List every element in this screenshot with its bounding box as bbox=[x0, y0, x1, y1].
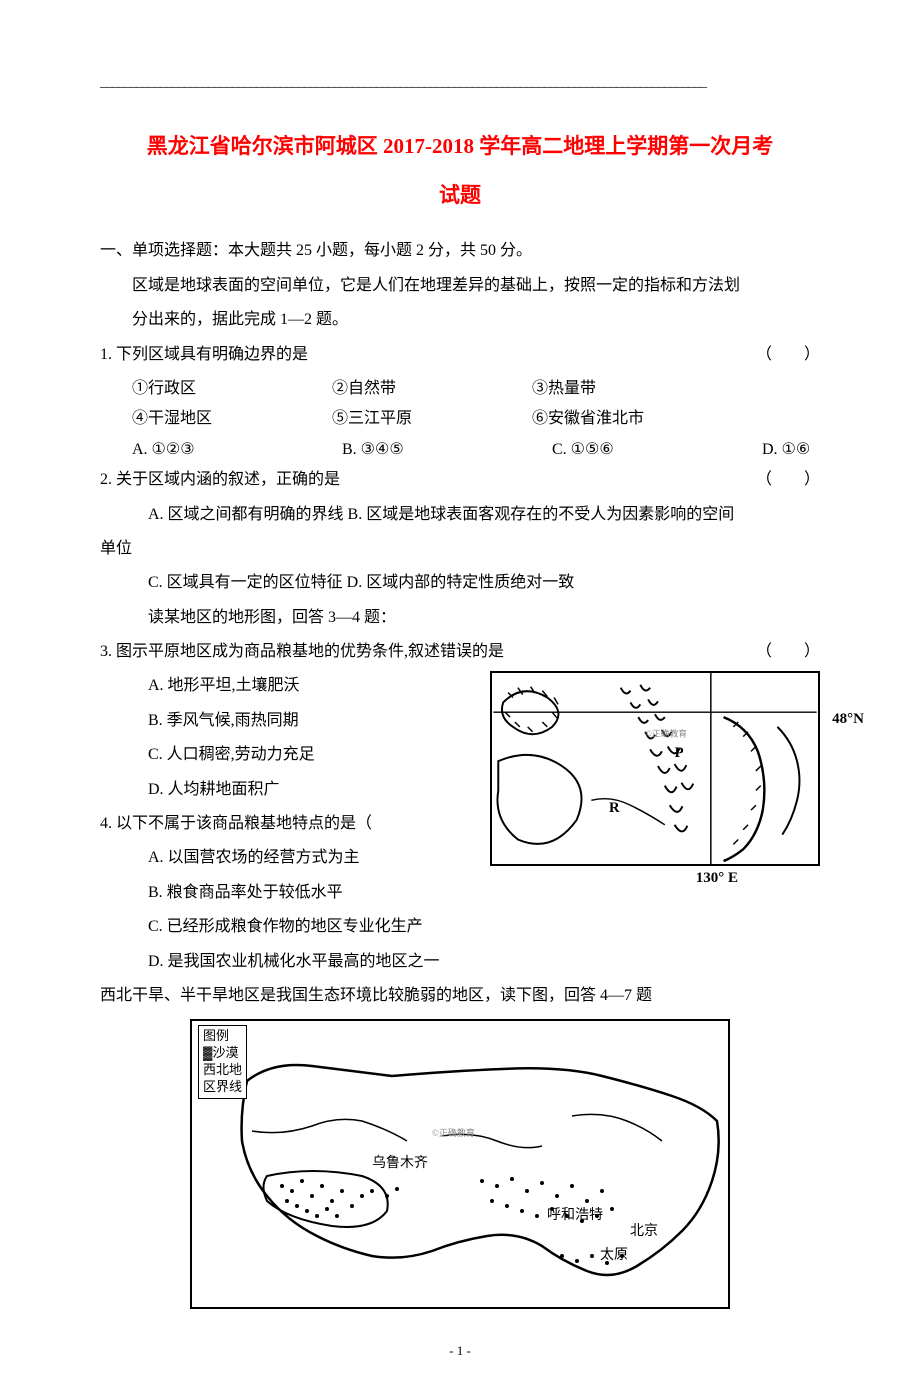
q3-optB: B. 季风气候,雨热同期 bbox=[100, 706, 460, 736]
passage1-line2: 分出来的，据此完成 1—2 题。 bbox=[100, 305, 820, 335]
q1-item1: ①行政区 bbox=[132, 374, 272, 404]
q4-optA: A. 以国营农场的经营方式为主 bbox=[100, 843, 460, 873]
q3-optD: D. 人均耕地面积广 bbox=[100, 775, 460, 805]
map1-lon: 130° E bbox=[696, 864, 738, 893]
page-footer: - 1 - bbox=[100, 1339, 820, 1364]
svg-text:©正确教育: ©正确教育 bbox=[432, 1127, 475, 1138]
legend-item3: 区界线 bbox=[203, 1079, 242, 1096]
prompt34: 读某地区的地形图，回答 3—4 题： bbox=[100, 603, 820, 633]
q4-stem: 4. 以下不属于该商品粮基地特点的是（ bbox=[100, 809, 460, 839]
q1-optD: D. ①⑥ bbox=[762, 435, 810, 465]
q2-optAB: A. 区域之间都有明确的界线 B. 区域是地球表面客观存在的不受人为因素影响的空… bbox=[100, 500, 820, 530]
map2-city4: 太原 bbox=[600, 1243, 628, 1270]
q2-optCD: C. 区域具有一定的区位特征 D. 区域内部的特定性质绝对一致 bbox=[100, 568, 820, 598]
q3-stem-row: 3. 图示平原地区成为商品粮基地的优势条件,叙述错误的是 （ ） bbox=[100, 637, 820, 667]
q1-items1: ①行政区 ②自然带 ③热量带 bbox=[100, 374, 820, 404]
q1-parens: （ ） bbox=[756, 340, 820, 370]
map1-R: R bbox=[609, 801, 620, 817]
legend-title: 图例 bbox=[203, 1028, 242, 1045]
q1-stem-row: 1. 下列区域具有明确边界的是 （ ） bbox=[100, 340, 820, 370]
map1-svg: P R ©正确教育 bbox=[492, 673, 818, 864]
q2-parens: （ ） bbox=[756, 465, 820, 495]
q4-optC: C. 已经形成粮食作物的地区专业化生产 bbox=[100, 912, 820, 942]
topographic-map: 48°N 130° E P R ©正确教育 bbox=[490, 671, 820, 866]
q1-options: A. ①②③ B. ③④⑤ C. ①⑤⑥ D. ①⑥ bbox=[100, 435, 820, 465]
legend-item1: ▓沙漠 bbox=[203, 1045, 242, 1062]
map2-city2: 呼和浩特 bbox=[547, 1203, 603, 1230]
map2-svg: ©正确教育 bbox=[192, 1021, 728, 1307]
q1-item2: ②自然带 bbox=[332, 374, 472, 404]
map2-legend: 图例 ▓沙漠 西北地 区界线 bbox=[198, 1025, 247, 1099]
q2-stem-row: 2. 关于区域内涵的叙述，正确的是 （ ） bbox=[100, 465, 820, 495]
exam-subtitle: 试题 bbox=[100, 176, 820, 216]
svg-text:©正确教育: ©正确教育 bbox=[645, 728, 687, 739]
q3-parens: （ ） bbox=[756, 637, 820, 667]
q3-stem: 3. 图示平原地区成为商品粮基地的优势条件,叙述错误的是 bbox=[100, 643, 504, 660]
q3-optA: A. 地形平坦,土壤肥沃 bbox=[100, 671, 460, 701]
q1-item6: ⑥安徽省淮北市 bbox=[532, 404, 644, 434]
exam-title: 黑龙江省哈尔滨市阿城区 2017-2018 学年高二地理上学期第一次月考 bbox=[100, 127, 820, 167]
q3-optC: C. 人口稠密,劳动力充足 bbox=[100, 740, 460, 770]
map2-city3: 北京 bbox=[630, 1219, 658, 1246]
section-instruction: 一、单项选择题：本大题共 25 小题，每小题 2 分，共 50 分。 bbox=[100, 236, 820, 266]
q1-item5: ⑤三江平原 bbox=[332, 404, 472, 434]
northwest-map: 图例 ▓沙漠 西北地 区界线 bbox=[190, 1019, 730, 1309]
passage1-line1: 区域是地球表面的空间单位，它是人们在地理差异的基础上，按照一定的指标和方法划 bbox=[100, 271, 820, 301]
q1-optA: A. ①②③ bbox=[132, 435, 252, 465]
top-divider: ________________________________________… bbox=[100, 70, 820, 97]
q1-item3: ③热量带 bbox=[532, 374, 596, 404]
q1-item4: ④干湿地区 bbox=[132, 404, 272, 434]
q2-unit: 单位 bbox=[100, 534, 820, 564]
q4-optB: B. 粮食商品率处于较低水平 bbox=[100, 878, 460, 908]
map2-city1: 乌鲁木齐 bbox=[372, 1151, 428, 1178]
q1-optC: C. ①⑤⑥ bbox=[552, 435, 672, 465]
q4-optD: D. 是我国农业机械化水平最高的地区之一 bbox=[100, 947, 820, 977]
map1-P: P bbox=[675, 746, 684, 762]
prompt47: 西北干旱、半干旱地区是我国生态环境比较脆弱的地区，读下图，回答 4—7 题 bbox=[100, 981, 820, 1011]
q2-stem: 2. 关于区域内涵的叙述，正确的是 bbox=[100, 471, 340, 488]
legend-item2: 西北地 bbox=[203, 1062, 242, 1079]
q1-items2: ④干湿地区 ⑤三江平原 ⑥安徽省淮北市 bbox=[100, 404, 820, 434]
q1-optB: B. ③④⑤ bbox=[342, 435, 462, 465]
map1-lat: 48°N bbox=[832, 705, 864, 734]
q1-stem: 1. 下列区域具有明确边界的是 bbox=[100, 346, 308, 363]
